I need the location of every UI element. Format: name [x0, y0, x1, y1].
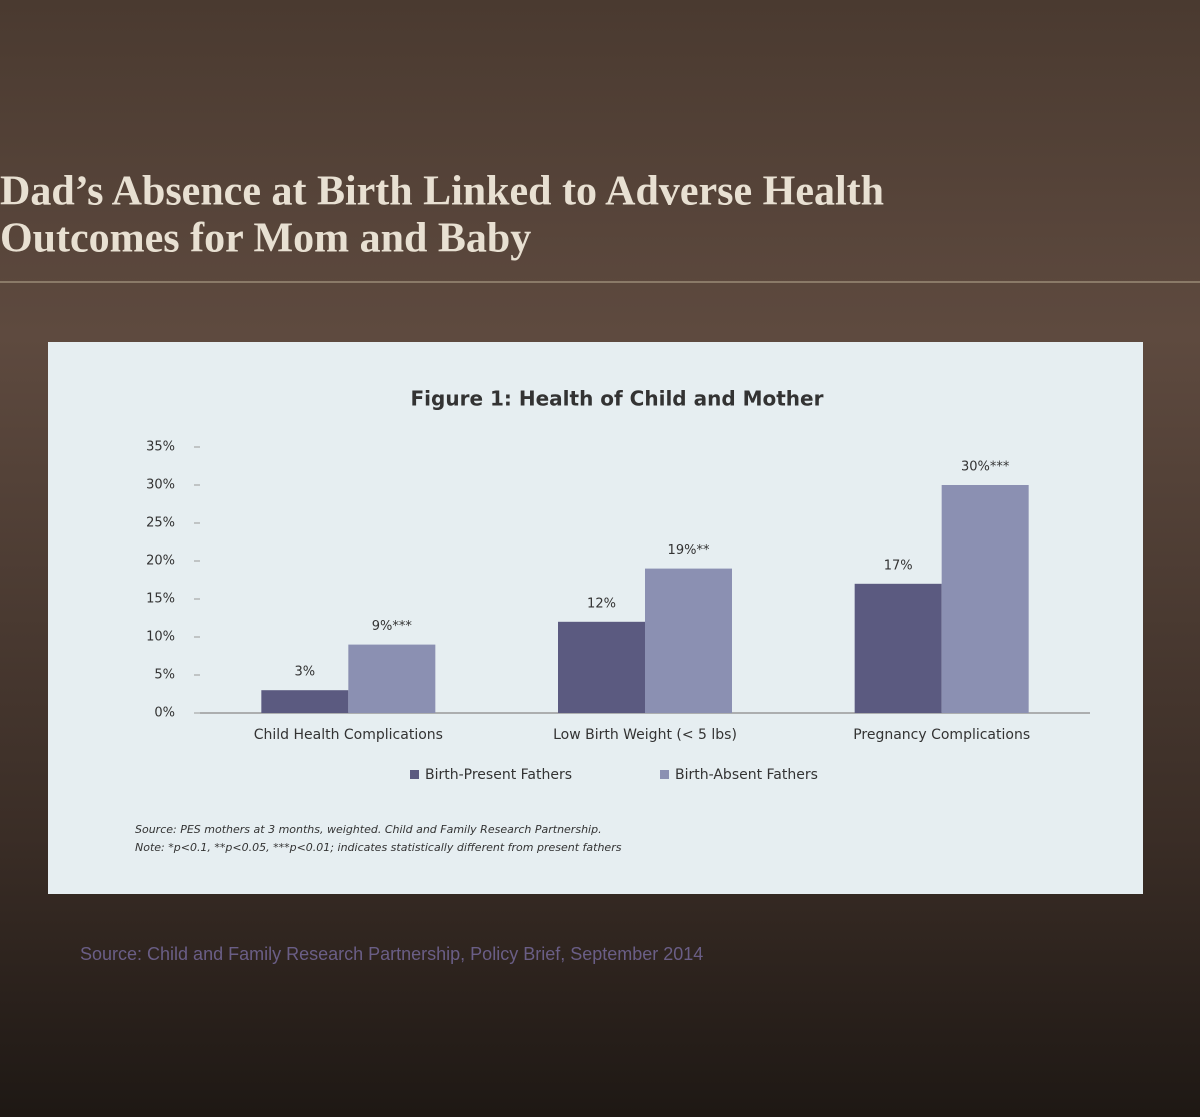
- bar: [261, 690, 349, 713]
- value-label: 9%***: [372, 619, 413, 634]
- x-tick-label: Pregnancy Complications: [853, 727, 1030, 743]
- bar: [558, 621, 645, 713]
- value-label: 12%: [587, 596, 616, 611]
- bar: [854, 583, 942, 713]
- chart-note: Note: *p<0.1, **p<0.05, ***p<0.01; indic…: [135, 841, 622, 854]
- x-tick-label: Low Birth Weight (< 5 lbs): [553, 727, 737, 743]
- y-tick-label: 5%: [154, 668, 175, 683]
- y-tick-label: 20%: [146, 554, 175, 569]
- bar: [348, 644, 436, 713]
- legend-swatch: [410, 770, 419, 779]
- value-label: 17%: [884, 558, 913, 573]
- legend-swatch: [660, 770, 669, 779]
- y-tick-label: 30%: [146, 478, 175, 493]
- y-tick-label: 0%: [154, 706, 175, 721]
- value-label: 3%: [295, 665, 316, 680]
- slide-source: Source: Child and Family Research Partne…: [80, 944, 703, 964]
- chart-note: Source: PES mothers at 3 months, weighte…: [135, 823, 602, 836]
- value-label: 19%**: [668, 543, 710, 558]
- chart-title: Figure 1: Health of Child and Mother: [411, 387, 824, 411]
- bar: [645, 568, 732, 713]
- slide-title: Outcomes for Mom and Baby: [0, 216, 531, 262]
- y-tick-label: 35%: [146, 440, 175, 455]
- bar: [941, 485, 1029, 713]
- x-tick-label: Child Health Complications: [254, 727, 443, 743]
- legend-label: Birth-Absent Fathers: [675, 767, 818, 783]
- slide-title: Dad’s Absence at Birth Linked to Adverse…: [0, 169, 884, 215]
- value-label: 30%***: [961, 460, 1010, 475]
- y-tick-label: 15%: [146, 592, 175, 607]
- y-tick-label: 10%: [146, 630, 175, 645]
- legend-label: Birth-Present Fathers: [425, 767, 572, 783]
- y-tick-label: 25%: [146, 516, 175, 531]
